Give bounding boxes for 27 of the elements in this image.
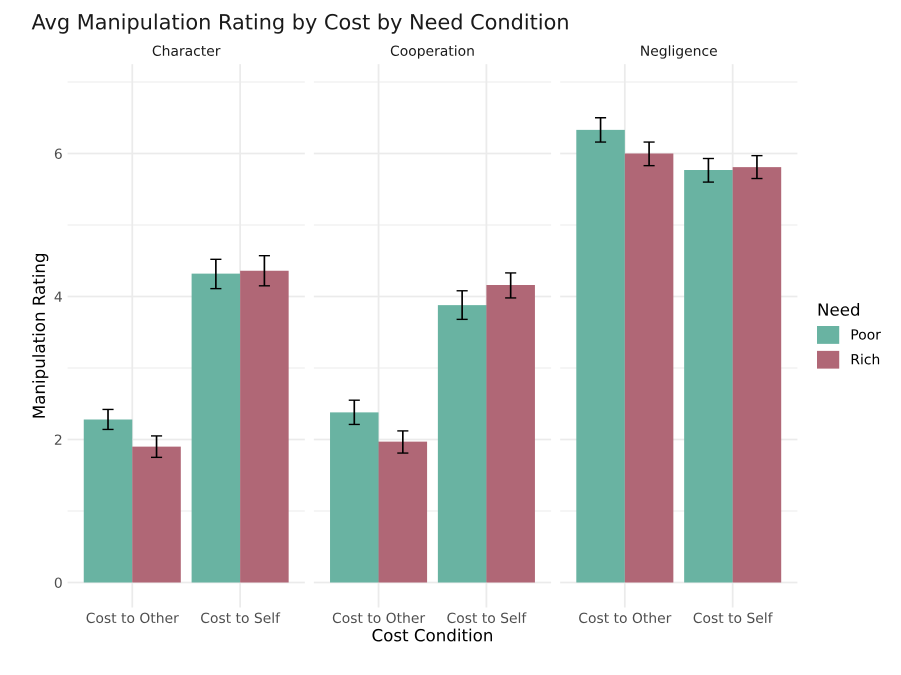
x-tick-label: Cost to Self (447, 612, 527, 624)
chart-title: Avg Manipulation Rating by Cost by Need Condition (32, 14, 568, 34)
legend-title: Need (818, 302, 860, 316)
bar (378, 442, 428, 582)
chart-subtitle: Character (152, 45, 220, 56)
bar (330, 412, 379, 582)
x-tick-label: Cost to Self (694, 612, 773, 624)
bar (486, 285, 535, 582)
bar (438, 305, 486, 582)
bar (132, 446, 181, 582)
chart-subtitle: Cooperation (390, 45, 474, 59)
y-tick-label: 2 (54, 434, 62, 445)
bar (192, 274, 240, 582)
chart-subtitle: Negligence (641, 45, 717, 59)
bar (84, 419, 132, 582)
legend-label: Poor (852, 329, 881, 340)
y-tick-label: 0 (54, 577, 62, 588)
legend-label: Rich (852, 354, 880, 364)
x-axis-title: Cost Condition (372, 628, 492, 642)
y-axis-title: Manipulation Rating (32, 254, 48, 418)
y-tick-label: 6 (54, 148, 62, 159)
x-tick-label: Cost to Self (201, 612, 280, 624)
x-tick-label: Cost to Other (579, 612, 672, 624)
y-tick-label: 4 (54, 292, 62, 302)
bar (240, 270, 289, 582)
x-tick-label: Cost to Other (332, 612, 426, 624)
x-tick-label: Cost to Other (86, 612, 179, 624)
